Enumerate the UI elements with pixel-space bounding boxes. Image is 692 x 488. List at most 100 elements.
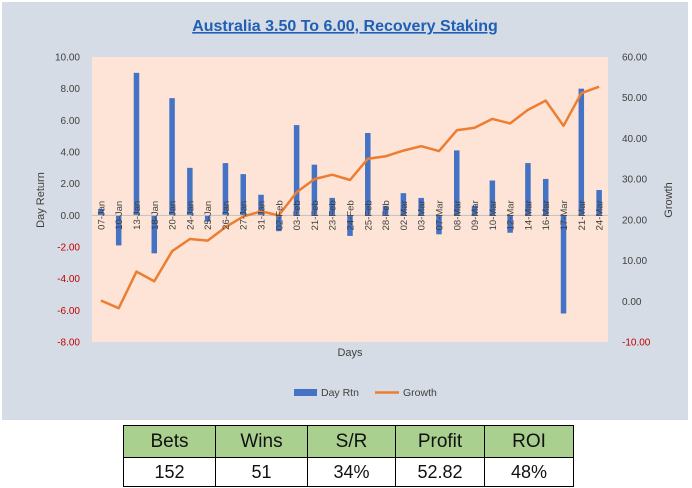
stats-value-roi: 48% [484,457,574,487]
bar-day-rtn [471,205,478,216]
y-axis-right-title: Growth [663,182,675,217]
left-axis-tick-label: -2.00 [57,243,80,254]
growth-line [100,85,600,310]
bar-day-rtn [347,215,353,236]
category-label: 14-Mar [523,200,534,230]
right-axis-tick-label: 10.00 [622,256,647,267]
category-label: 24-Jan [185,201,196,230]
stats-value-wins: 51 [215,457,308,487]
category-label: 25-Feb [363,200,374,230]
category-label: 20-Jan [168,201,179,230]
bar-day-rtn [329,197,335,216]
bar-day-rtn [311,164,318,216]
stats-value-bets: 152 [123,457,216,487]
bar-day-rtn [187,167,193,216]
bar-day-rtn [276,215,282,232]
stats-header-roi: ROI [484,425,574,458]
category-label: 12-Mar [506,200,517,230]
category-label: 16-Mar [541,200,552,230]
stats-header-bets: Bets [123,425,216,458]
category-label: 03-Mar [417,200,428,230]
stats-header-sr: S/R [307,425,396,458]
right-axis-ticks: -10.00 0.00 10.00 20.00 30.00 40.00 50.00 60.00 [622,53,651,349]
category-label: 28-Feb [381,200,392,230]
category-label: 24-Feb [346,200,357,230]
y-axis-left-title: Day Return [35,172,47,228]
stats-header-row: Bets Wins S/R Profit ROI [123,425,574,458]
bar-day-rtn [542,178,549,216]
category-label: 08-Mar [452,200,463,230]
x-axis-title: Days [337,347,363,359]
bar-day-rtn [98,209,104,216]
left-axis-tick-label: -8.00 [57,338,80,349]
legend-label-growth: Growth [403,387,437,399]
category-label: 21-Mar [577,200,588,230]
stats-header-wins: Wins [215,425,308,458]
bar-day-rtn [525,163,531,216]
category-label: 18-Jan [150,201,161,230]
stats-value-profit: 52.82 [395,457,485,487]
category-label: 02-Mar [399,200,410,230]
bar-series [98,72,602,314]
right-axis-tick-label: 0.00 [622,297,642,308]
bar-day-rtn [560,215,567,314]
bar-day-rtn [115,215,122,246]
bar-day-rtn [382,205,389,216]
bar-day-rtn [169,98,175,216]
bar-day-rtn [507,215,513,233]
category-labels: 07-Jan 10-Jan 13-Jan 18-Jan 20-Jan 24-Jan 25-J… [96,200,605,230]
bar-day-rtn [133,72,140,216]
right-axis-tick-label: 20.00 [622,215,647,226]
bar-day-rtn [489,180,496,216]
right-axis-tick-label: -10.00 [622,338,651,349]
right-axis-tick-label: 60.00 [622,53,647,64]
bar-day-rtn [240,174,246,216]
category-label: 23-Feb [328,200,339,230]
bar-day-rtn [204,215,211,222]
right-axis-tick-label: 50.00 [622,93,647,104]
category-label: 13-Jan [132,201,143,230]
stats-value-row: 152 51 34% 52.82 48% [123,457,574,487]
category-label: 17-Mar [559,200,570,230]
legend-label-day-rtn: Day Rtn [321,387,359,399]
left-axis-tick-label: -4.00 [57,274,80,285]
bar-day-rtn [596,190,602,216]
category-label: 25-Jan [203,201,214,230]
bar-day-rtn [454,150,460,216]
bar-day-rtn [258,194,264,216]
bar-day-rtn [222,163,229,216]
left-axis-tick-label: 8.00 [61,84,81,95]
stats-value-sr: 34% [307,457,396,487]
category-label: 09-Mar [470,200,481,230]
bar-day-rtn [436,215,442,235]
left-axis-tick-label: -6.00 [57,306,80,317]
left-axis-tick-label: 2.00 [61,179,81,190]
left-axis-tick-label: 10.00 [55,53,80,64]
category-label: 27-Jan [239,201,250,230]
category-label: 24-Mar [595,200,606,230]
category-label: 26-Jan [221,201,232,230]
plot-area [92,57,608,342]
bar-day-rtn [400,193,407,216]
category-label: 07-Jan [96,201,107,230]
category-label: 10-Mar [488,200,499,230]
chart-svg: Australia 3.50 To 6.00, Recovery Staking… [35,18,675,399]
right-axis-tick-label: 30.00 [622,175,647,186]
right-axis-tick-label: 40.00 [622,134,647,145]
category-label: 03-Feb [292,200,303,230]
stats-table: Bets Wins S/R Profit ROI 152 51 34% 52.8… [123,425,574,487]
category-label: 31-Jan [257,201,268,230]
legend: Day Rtn Growth [294,387,437,399]
chart-title: Australia 3.50 To 6.00, Recovery Staking [192,18,498,35]
left-axis-tick-label: 6.00 [61,116,81,127]
bar-day-rtn [365,133,371,216]
category-label: 07-Mar [435,200,446,230]
category-label: 02-Feb [274,200,285,230]
bar-day-rtn [151,215,158,254]
legend-swatch-day-rtn [294,389,317,396]
stats-header-profit: Profit [395,425,485,458]
bar-day-rtn [578,88,585,216]
category-label: 10-Jan [114,201,125,230]
left-axis-tick-label: 4.00 [61,148,81,159]
bar-day-rtn [293,125,300,216]
